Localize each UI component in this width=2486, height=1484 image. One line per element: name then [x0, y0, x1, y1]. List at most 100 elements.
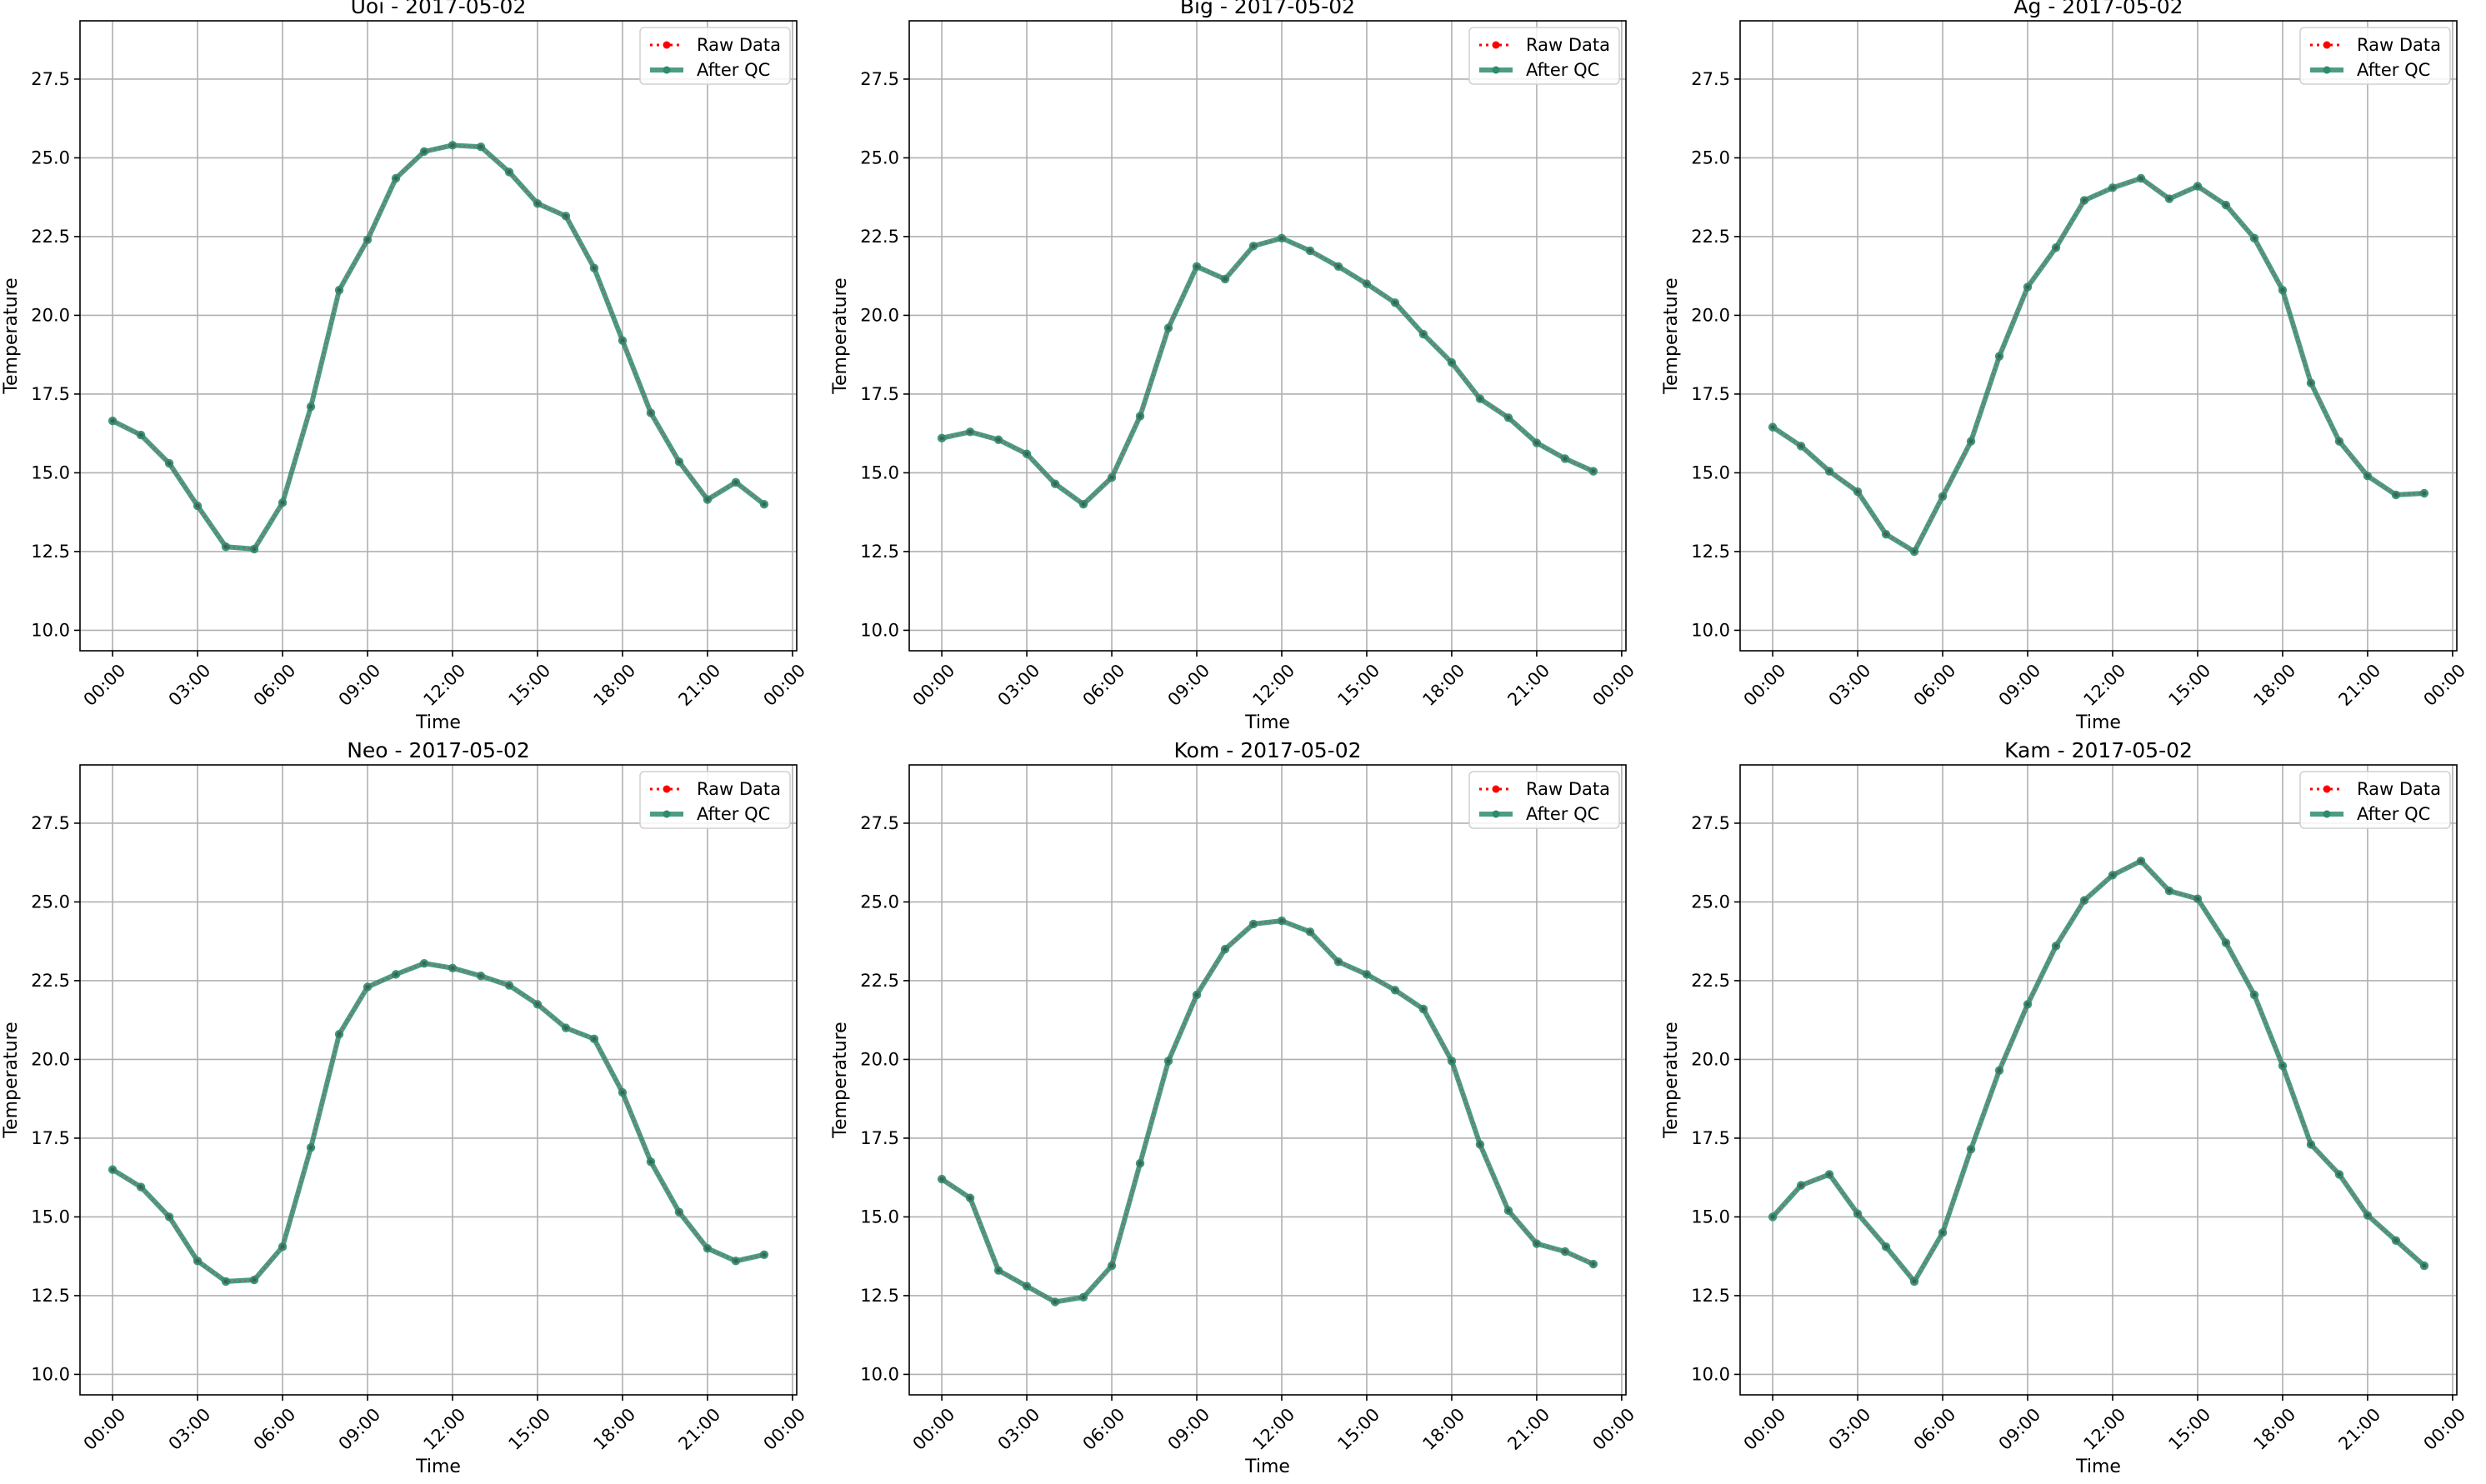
- y-tick-label: 25.0: [31, 892, 70, 912]
- legend-label-after-qc: After QC: [697, 804, 770, 824]
- data-point-raw-data: [2337, 439, 2342, 444]
- x-tick-label: 03:00: [994, 1404, 1044, 1454]
- data-point-raw-data: [2422, 491, 2427, 496]
- legend-label-raw-data: Raw Data: [1526, 779, 1610, 799]
- axes-frame: [1739, 764, 2458, 1396]
- grid: [909, 21, 1626, 651]
- legend: Raw Data After QC: [639, 27, 791, 85]
- x-tick-label: 21:00: [1503, 1404, 1553, 1454]
- data-point-raw-data: [1478, 1142, 1483, 1147]
- data-point-raw-data: [733, 480, 738, 485]
- data-point-raw-data: [2308, 1142, 2313, 1147]
- data-point-raw-data: [2252, 236, 2257, 241]
- x-tick-label: 03:00: [165, 1404, 215, 1454]
- data-point-raw-data: [2422, 1263, 2427, 1268]
- x-tick-label: 00:00: [2419, 1404, 2469, 1454]
- series-line-after-qc: [1770, 858, 2427, 1284]
- data-point-raw-data: [1855, 1212, 1860, 1217]
- data-point-raw-data: [592, 1037, 597, 1042]
- y-tick-label: 27.5: [1691, 69, 1730, 89]
- data-point-raw-data: [733, 1258, 738, 1263]
- data-point-raw-data: [1024, 452, 1029, 457]
- grid: [909, 765, 1626, 1395]
- data-point-raw-data: [478, 973, 483, 978]
- data-point-raw-data: [2138, 858, 2143, 863]
- x-tick-label: 00:00: [1740, 660, 1790, 710]
- data-point-raw-data: [1912, 1279, 1917, 1284]
- x-tick-label: 00:00: [2419, 660, 2469, 710]
- data-point-raw-data: [337, 1032, 342, 1037]
- legend-label-after-qc: After QC: [697, 60, 770, 80]
- y-axis-label: Temperature: [1661, 1022, 1682, 1138]
- x-tick-label: 18:00: [1418, 1404, 1468, 1454]
- legend-marker-after-qc: [663, 810, 671, 818]
- data-point-raw-data: [195, 503, 200, 508]
- y-tick-label: 25.0: [1691, 147, 1730, 167]
- data-point-raw-data: [1449, 360, 1454, 365]
- data-point-raw-data: [450, 966, 455, 971]
- x-axis-label: Time: [1244, 1457, 1290, 1477]
- data-point-raw-data: [422, 961, 427, 966]
- data-point-raw-data: [138, 1185, 143, 1189]
- y-tick-label: 20.0: [31, 1049, 70, 1069]
- data-point-raw-data: [968, 429, 973, 434]
- legend-marker-after-qc: [1492, 810, 1500, 818]
- data-point-raw-data: [393, 176, 398, 181]
- data-point-raw-data: [2308, 381, 2313, 386]
- data-point-raw-data: [110, 1167, 115, 1172]
- data-point-raw-data: [223, 1279, 228, 1284]
- y-tick-label: 12.5: [1691, 1286, 1730, 1306]
- x-tick-label: 15:00: [504, 1404, 554, 1454]
- data-point-raw-data: [1855, 489, 1860, 494]
- data-point-raw-data: [2280, 287, 2285, 292]
- y-tick-label: 12.5: [860, 542, 899, 562]
- x-tick-label: 21:00: [1503, 660, 1553, 710]
- data-point-raw-data: [1194, 992, 1199, 997]
- data-point-raw-data: [620, 338, 625, 343]
- x-tick-label: 09:00: [1164, 660, 1214, 710]
- legend-label-raw-data: Raw Data: [1526, 35, 1610, 55]
- x-tick-label: 00:00: [1588, 660, 1638, 710]
- data-point-raw-data: [138, 432, 143, 437]
- y-tick-label: 12.5: [860, 1286, 899, 1306]
- x-tick-label: 18:00: [589, 1404, 639, 1454]
- data-point-raw-data: [1940, 1230, 1945, 1235]
- series-line-after-qc: [939, 918, 1596, 1305]
- y-tick-label: 15.0: [860, 462, 899, 482]
- y-tick-label: 22.5: [31, 227, 70, 247]
- data-point-raw-data: [1827, 469, 1832, 473]
- legend-marker-raw-data: [1492, 41, 1500, 49]
- data-point-raw-data: [705, 497, 710, 502]
- data-point-raw-data: [280, 500, 285, 505]
- data-point-raw-data: [308, 1145, 313, 1150]
- data-point-raw-data: [2223, 941, 2228, 945]
- data-point-raw-data: [280, 1244, 285, 1249]
- chart-panel: 10.0 12.5 15.0 17.5 20.0 22.5 25.0 27.5 00:00 03:…: [1661, 0, 2469, 733]
- x-tick-label: 00:00: [80, 1404, 130, 1454]
- data-point-raw-data: [1827, 1172, 1832, 1177]
- y-tick-label: 10.0: [860, 1364, 899, 1384]
- plot-area: [909, 765, 1626, 1395]
- data-point-raw-data: [1251, 243, 1256, 248]
- x-tick-label: 12:00: [420, 660, 470, 710]
- series-line-raw-data: [112, 962, 765, 1282]
- x-tick-label: 09:00: [1995, 660, 2045, 710]
- x-tick-label: 18:00: [2249, 660, 2299, 710]
- y-axis-label: Temperature: [1, 1022, 22, 1138]
- x-tick-label: 21:00: [674, 660, 724, 710]
- y-tick-label: 15.0: [1691, 1207, 1730, 1227]
- x-tick-label: 06:00: [1079, 660, 1129, 710]
- data-point-raw-data: [1506, 415, 1511, 420]
- data-point-raw-data: [2110, 872, 2115, 877]
- data-point-raw-data: [1308, 248, 1313, 253]
- data-point-raw-data: [2167, 888, 2172, 893]
- x-tick-label: 00:00: [1588, 1404, 1638, 1454]
- legend: Raw Data After QC: [2299, 27, 2451, 85]
- x-tick-label: 12:00: [1249, 660, 1299, 710]
- data-point-raw-data: [1912, 549, 1917, 554]
- data-point-raw-data: [1279, 918, 1284, 923]
- data-point-raw-data: [393, 972, 398, 977]
- data-point-raw-data: [1421, 332, 1426, 337]
- series-line-after-qc: [1770, 176, 2427, 554]
